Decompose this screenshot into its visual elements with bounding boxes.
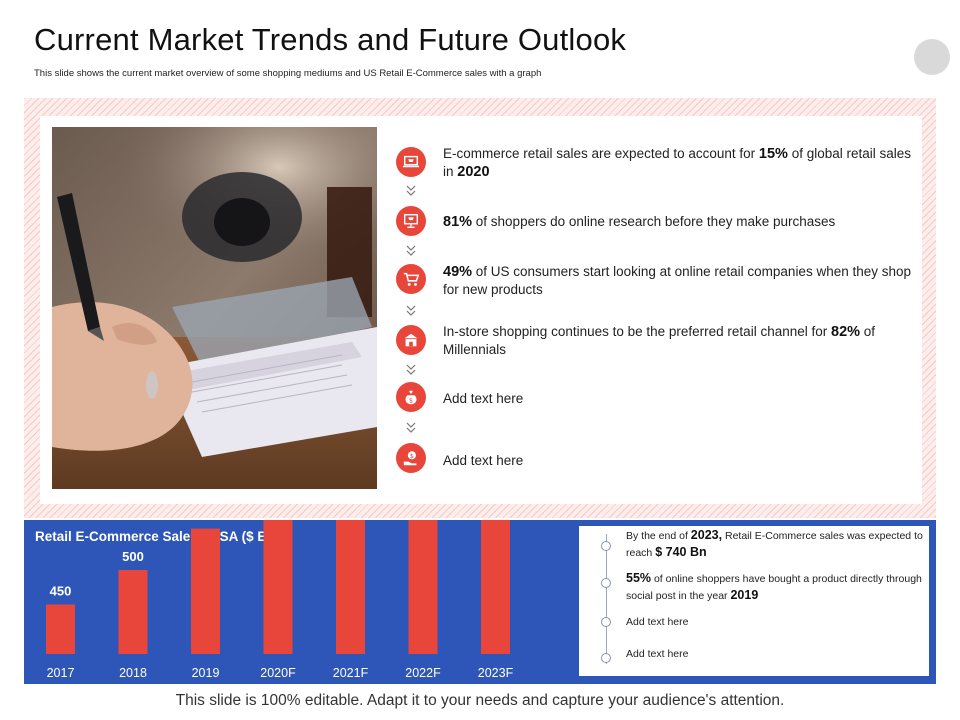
x-tick-label: 2022F [405,666,441,680]
bar-2019 [191,528,220,654]
x-tick-label: 2021F [333,666,369,680]
timeline-dot [601,578,611,588]
footer-text: This slide is 100% editable. Adapt it to… [175,692,785,709]
bar-value-label: 560 [195,520,217,523]
note-item: 55% of online shoppers have bought a pro… [626,571,922,602]
bullet-item: $ Add text here [396,442,916,492]
bar-chart: 4502017500201856020196102020F6602021F700… [46,520,514,680]
chevron-down-icon [406,422,416,433]
bar-2022F [408,520,438,654]
decorative-circle [914,39,950,75]
x-tick-label: 2020F [260,666,296,680]
page-subtitle: This slide shows the current market over… [34,68,542,79]
bullet-item: 49% of US consumers start looking at onl… [396,262,916,312]
bar-2021F [336,520,365,654]
bullet-item: In-store shopping continues to be the pr… [396,322,916,372]
svg-text:$: $ [410,453,414,460]
bar-2020F [263,520,293,654]
chevron-down-icon [406,364,416,375]
chevron-down-icon [406,305,416,316]
bar-value-label: 450 [50,584,72,599]
timeline-dot [601,541,611,551]
chevron-down-icon [406,245,416,256]
bar-value-label: 500 [122,549,144,564]
store-icon [396,325,426,355]
bullet-text: Add text here [443,391,524,406]
x-tick-label: 2019 [192,666,220,680]
x-tick-label: 2018 [119,666,147,680]
page-title: Current Market Trends and Future Outlook [34,22,627,57]
x-tick-label: 2023F [478,666,514,680]
bullet-text: Add text here [443,453,524,468]
bullet-text: 81% of shoppers do online research befor… [443,214,836,230]
bullet-item: 81% of shoppers do online research befor… [396,203,916,253]
notes-panel [579,526,929,676]
monitor-cart-icon [396,206,426,236]
money-bag-icon: $ [396,382,426,412]
chevron-down-icon [406,185,416,196]
bullet-text: In-store shopping continues to be the pr… [443,324,876,357]
money-hand-icon: $ [396,443,426,473]
svg-text:$: $ [409,397,413,404]
bar-2023F [481,520,510,654]
timeline-dot [601,617,611,627]
bullet-text: 49% of US consumers start looking at onl… [443,264,912,297]
note-item: Add text here [626,616,689,628]
bullet-item: E-commerce retail sales are expected to … [396,143,916,193]
note-item: Add text here [626,648,689,660]
timeline-dot [601,653,611,663]
laptop-cart-icon [396,147,426,177]
timeline-line [606,534,607,664]
x-tick-label: 2017 [47,666,75,680]
bullet-text: E-commerce retail sales are expected to … [443,146,912,180]
photo-hand-writing-notebook [52,127,377,489]
bar-2017 [46,604,75,654]
bar-2018 [118,570,148,654]
shopping-cart-icon [396,264,426,294]
note-item: By the end of 2023, Retail E-Commerce sa… [626,528,923,559]
bullet-item: $ Add text here [396,381,916,431]
